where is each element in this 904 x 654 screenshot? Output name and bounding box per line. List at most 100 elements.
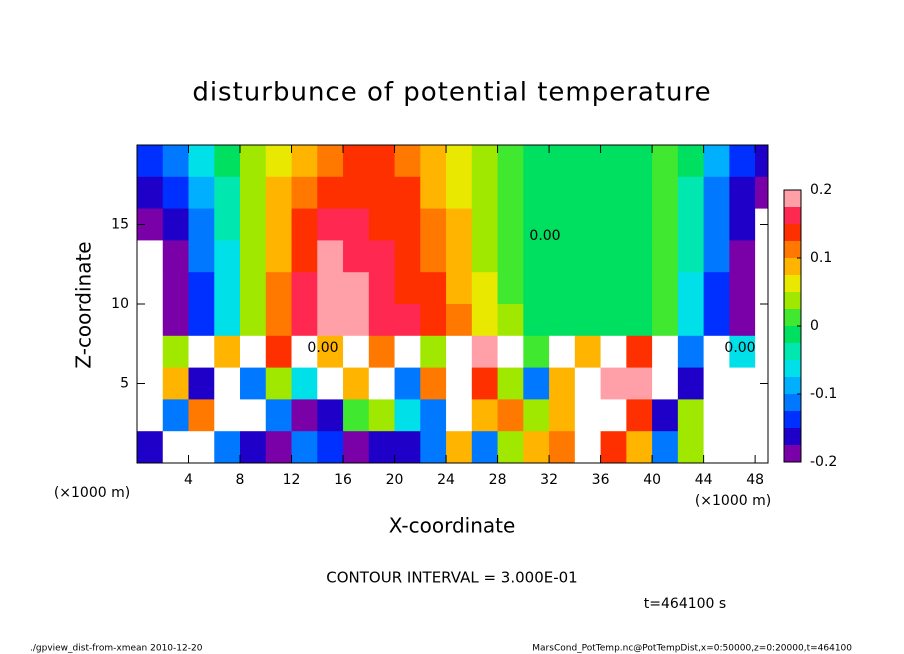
cell — [497, 208, 524, 241]
cell — [162, 399, 190, 432]
cell — [471, 431, 499, 463]
x-tick-label: 48 — [746, 472, 764, 488]
cell — [729, 304, 756, 337]
cell — [240, 367, 267, 400]
cell — [368, 240, 396, 273]
cell — [162, 304, 190, 337]
cell — [600, 399, 627, 432]
cell — [265, 272, 293, 305]
cell — [497, 304, 524, 337]
cell — [497, 272, 524, 305]
cell — [214, 335, 241, 369]
cell — [162, 240, 190, 273]
x-tick-label: 32 — [540, 472, 558, 488]
cell — [368, 176, 396, 210]
cell — [574, 335, 602, 369]
cell — [471, 335, 499, 369]
cell — [188, 176, 215, 210]
cell — [446, 240, 473, 273]
x-tick-label: 40 — [643, 472, 661, 488]
cell — [343, 399, 370, 432]
cell — [394, 367, 421, 400]
cell — [446, 272, 473, 305]
cell — [343, 335, 370, 369]
cell — [755, 272, 768, 305]
cell — [420, 176, 447, 210]
cell — [343, 240, 370, 273]
cell — [626, 399, 653, 432]
cell — [188, 208, 215, 241]
cell — [652, 145, 679, 178]
cell — [446, 367, 473, 400]
cell — [549, 145, 576, 178]
cell — [317, 431, 344, 463]
footer-left: ./gpview_dist-from-xmean 2010-12-20 — [30, 644, 203, 654]
contour-label: 0.00 — [307, 340, 338, 356]
cell — [240, 208, 267, 241]
contour-label: 0.00 — [529, 228, 560, 244]
x-tick-label: 28 — [489, 472, 507, 488]
cell — [523, 176, 550, 210]
cell — [600, 176, 627, 210]
cell — [497, 431, 524, 463]
cell — [626, 208, 653, 241]
cell — [652, 176, 679, 210]
cell — [471, 272, 499, 305]
colorbar-band — [784, 326, 801, 343]
x-tick-label: 44 — [695, 472, 713, 488]
cell — [497, 367, 524, 400]
cell — [188, 304, 215, 337]
cell — [446, 399, 473, 432]
cell — [755, 240, 768, 273]
cell — [240, 335, 267, 369]
cell — [600, 367, 627, 400]
cell — [265, 335, 293, 369]
cell — [188, 272, 215, 305]
cell — [677, 208, 705, 241]
cell — [394, 145, 421, 178]
cell — [703, 240, 730, 273]
cell — [394, 399, 421, 432]
cell — [265, 208, 293, 241]
cell — [188, 240, 215, 273]
cell — [317, 272, 344, 305]
cell — [343, 431, 370, 463]
cell — [729, 272, 756, 305]
colorbar-band — [784, 428, 801, 445]
cell — [214, 145, 241, 178]
cell — [626, 240, 653, 273]
cell — [574, 304, 602, 337]
colorbar-tick-label: 0.2 — [810, 182, 832, 198]
cell — [317, 304, 344, 337]
cell — [600, 272, 627, 305]
cell — [600, 208, 627, 241]
cell — [497, 335, 524, 369]
cell — [574, 145, 602, 178]
cell — [240, 272, 267, 305]
cell — [368, 145, 396, 178]
cell — [394, 335, 421, 369]
cell — [291, 399, 318, 432]
cell — [394, 431, 421, 463]
cell — [214, 208, 241, 241]
cell — [420, 367, 447, 400]
cell — [523, 208, 550, 241]
cell — [729, 367, 756, 400]
cell — [497, 240, 524, 273]
cell — [755, 145, 768, 178]
y-tick-label: 10 — [111, 296, 129, 312]
cell — [549, 240, 576, 273]
cell — [420, 304, 447, 337]
colorbar-band — [784, 360, 801, 377]
cell — [291, 176, 318, 210]
cell — [240, 304, 267, 337]
cell — [214, 176, 241, 210]
field — [137, 145, 768, 463]
cell — [291, 431, 318, 463]
cell — [626, 272, 653, 305]
x-axis-label: X-coordinate — [389, 514, 516, 538]
cell — [471, 304, 499, 337]
cell — [137, 240, 164, 273]
cell — [574, 367, 602, 400]
cell — [703, 176, 730, 210]
